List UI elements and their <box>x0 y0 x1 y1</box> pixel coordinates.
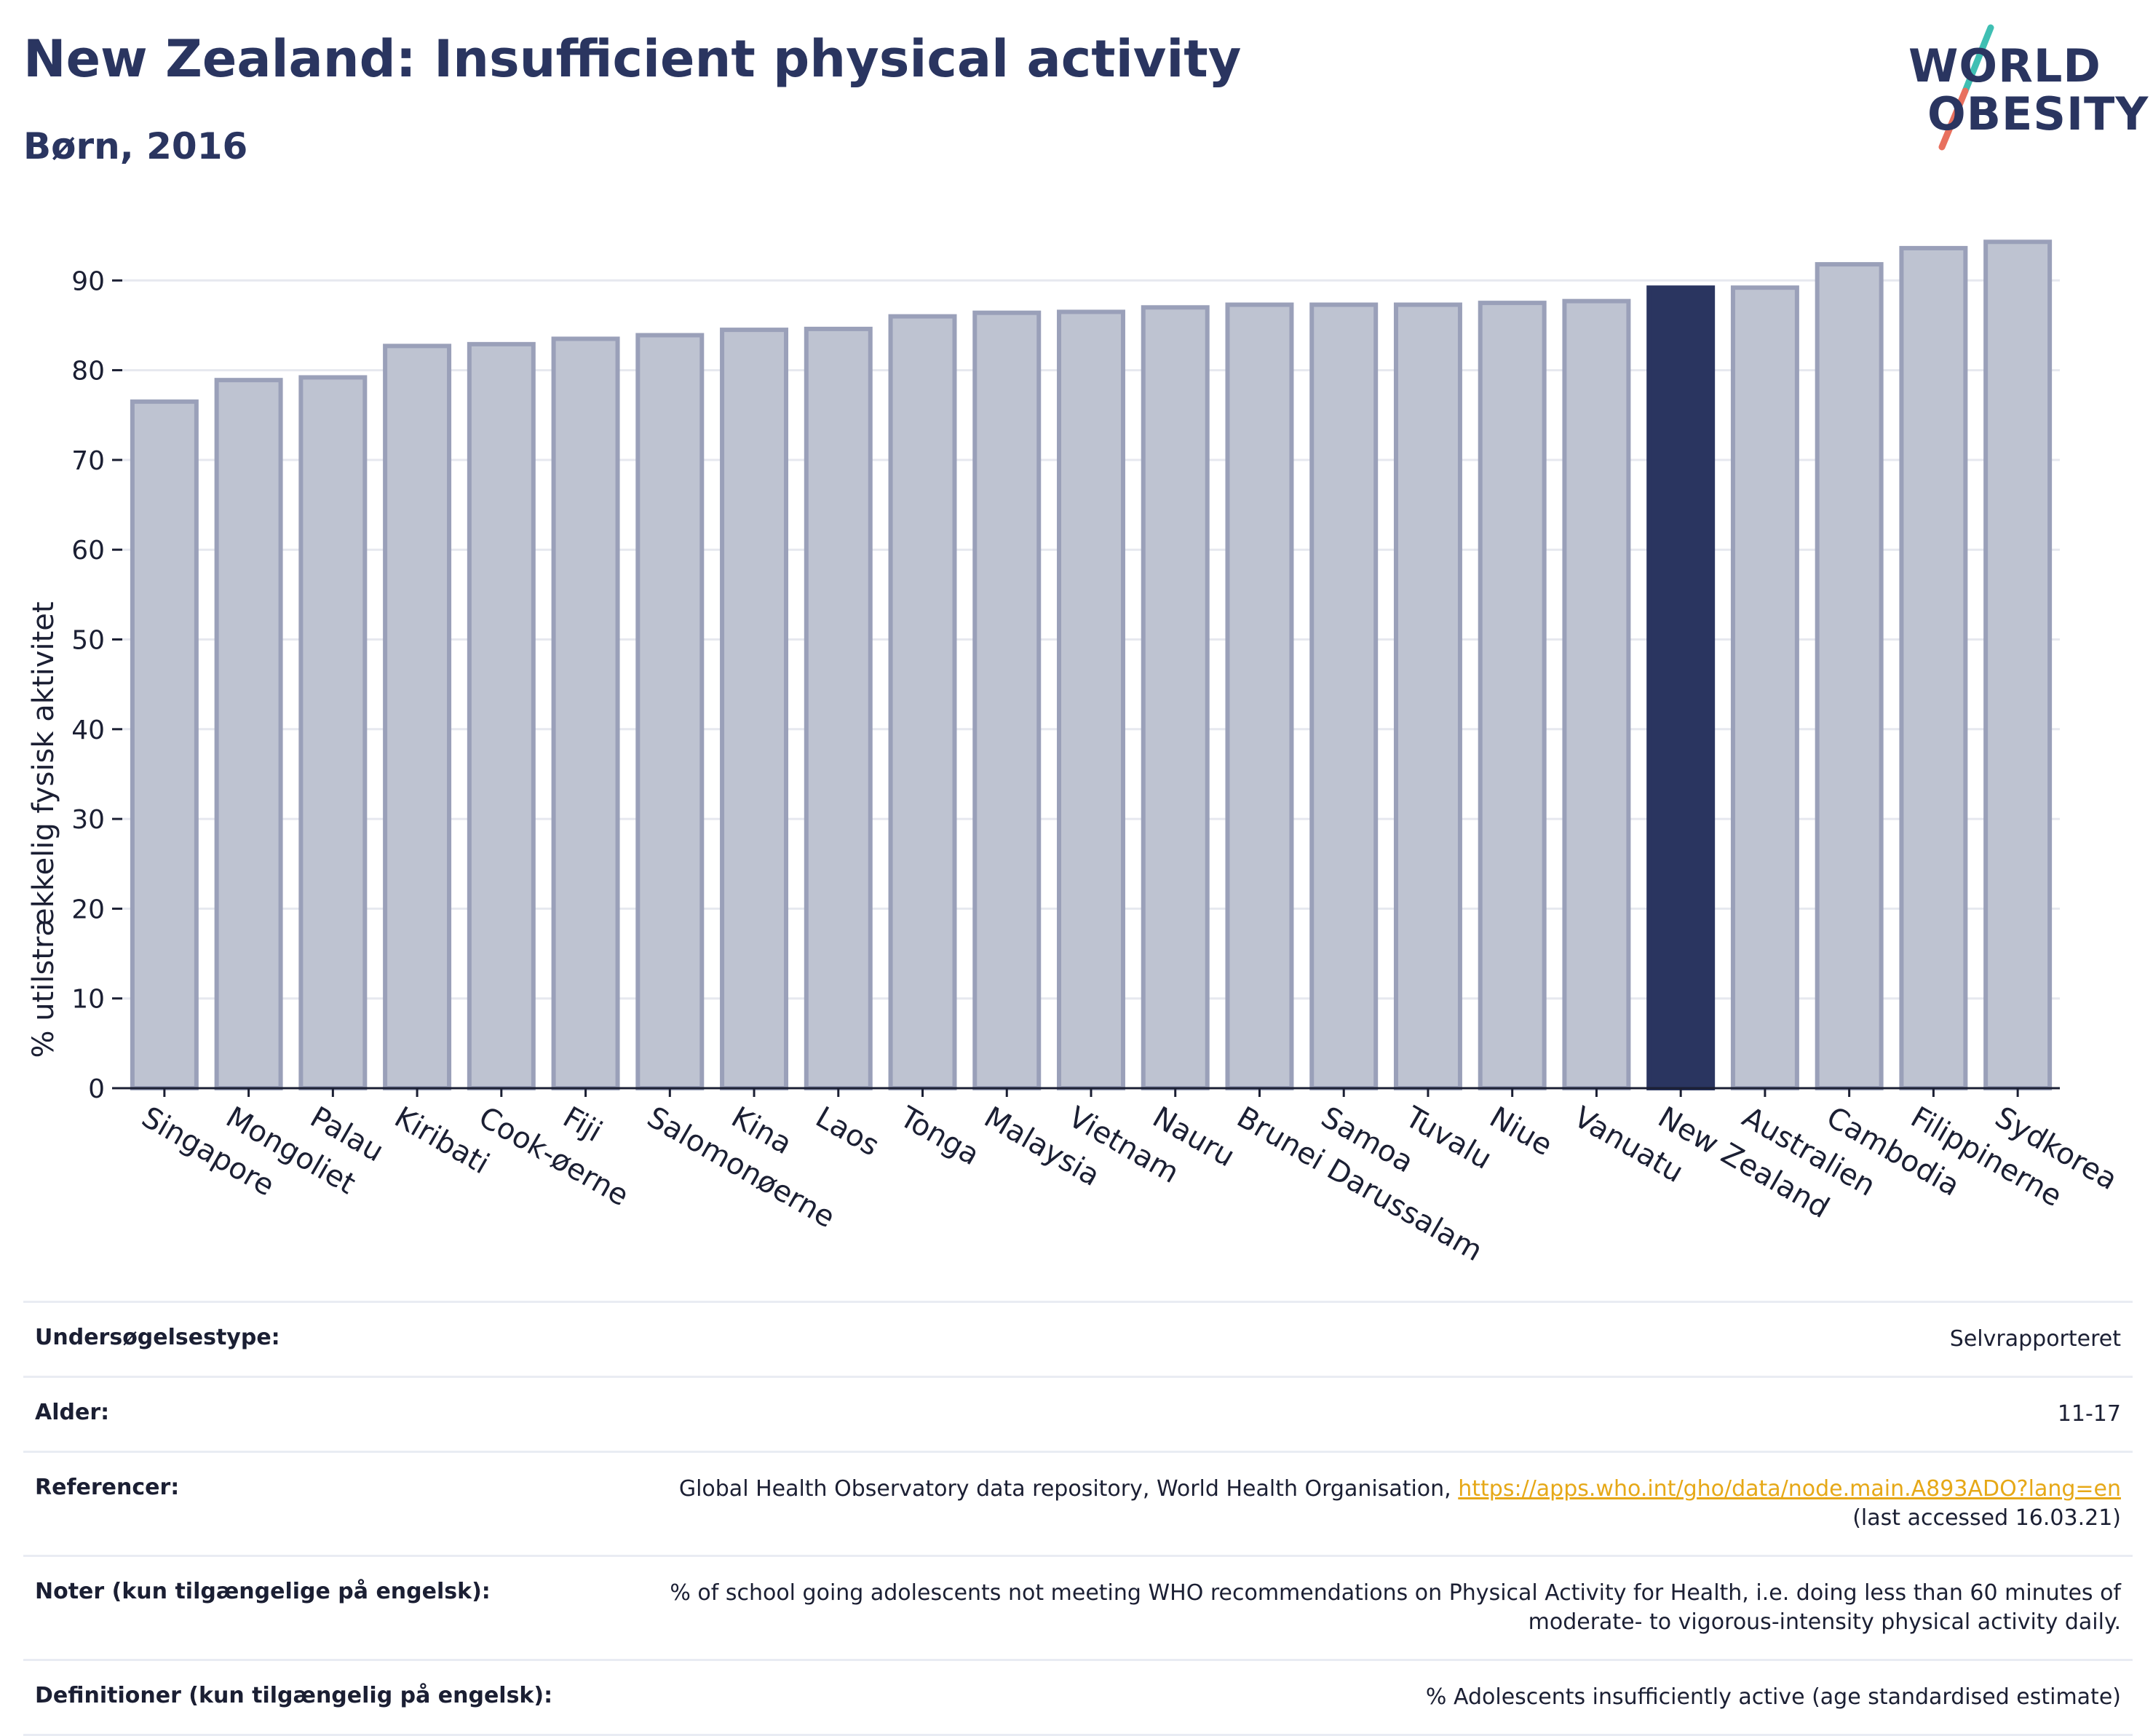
y-tick-label: 40 <box>71 716 105 745</box>
references-accessed: (last accessed 16.03.21) <box>1852 1505 2121 1531</box>
bar-cook-øerne[interactable] <box>467 341 536 1090</box>
y-axis-label: % utilstrækkelig fysisk aktivitet <box>27 601 60 1058</box>
y-tick-label: 10 <box>71 985 105 1015</box>
info-row-definitions: Definitioner (kun tilgængelig på engelsk… <box>23 1659 2133 1736</box>
references-label: Referencer: <box>35 1475 180 1500</box>
info-row-references: Referencer: Global Health Observatory da… <box>23 1451 2133 1555</box>
y-tick-label: 80 <box>71 357 105 387</box>
logo-slash-icon <box>1938 24 1994 151</box>
references-text: Global Health Observatory data repositor… <box>678 1476 1451 1502</box>
bar-filippinerne[interactable] <box>1899 245 1968 1091</box>
bar-nauru[interactable] <box>1141 305 1210 1090</box>
info-row-notes: Noter (kun tilgængelige på engelsk): % o… <box>23 1555 2133 1659</box>
y-tick-label: 0 <box>88 1074 105 1104</box>
bar-vietnam[interactable] <box>1057 309 1125 1091</box>
bar-malaysia[interactable] <box>972 310 1042 1091</box>
references-link[interactable]: https://apps.who.int/gho/data/node.main.… <box>1458 1476 2121 1502</box>
notes-label: Noter (kun tilgængelige på engelsk): <box>35 1579 491 1604</box>
info-row-age: Alder: 11-17 <box>23 1376 2133 1451</box>
survey-type-label: Undersøgelsestype: <box>35 1325 280 1350</box>
bar-cambodia[interactable] <box>1815 262 1884 1091</box>
y-tick-label: 50 <box>71 626 105 656</box>
bar-fiji[interactable] <box>551 336 620 1091</box>
x-tick-label: Fiji <box>558 1101 608 1149</box>
bar-kina[interactable] <box>720 328 789 1091</box>
bar-tonga[interactable] <box>888 314 957 1090</box>
survey-type-value: Selvrapporteret <box>1949 1326 2121 1352</box>
bar-salomonøerne[interactable] <box>635 333 705 1091</box>
bar-niue[interactable] <box>1478 301 1547 1090</box>
info-row-survey: Undersøgelsestype: Selvrapporteret <box>23 1301 2133 1376</box>
logo-text-obesity: OBESITY <box>1927 87 2149 140</box>
definitions-value: % Adolescents insufficiently active (age… <box>1425 1684 2121 1710</box>
x-tick-label: Tuvalu <box>1399 1100 1497 1176</box>
world-obesity-logo: WORLD OBESITY <box>1900 22 2148 153</box>
y-axis-ticks: 0 10 20 30 40 50 60 70 80 90 <box>71 266 122 1104</box>
x-tick-label: Cook-øerne <box>473 1101 635 1213</box>
y-tick-label: 60 <box>71 536 105 566</box>
y-tick-label: 90 <box>71 266 105 296</box>
bar-chart: 0 10 20 30 40 50 60 70 80 90 SingaporeMongolietPa… <box>71 239 2123 1268</box>
references-value: Global Health Observatory data repositor… <box>679 1475 2121 1533</box>
bar-new-zealand[interactable] <box>1646 285 1716 1091</box>
info-table: Undersøgelsestype: Selvrapporteret Alder… <box>23 1301 2133 1736</box>
bar-mongoliet[interactable] <box>214 378 283 1090</box>
y-tick-label: 20 <box>71 895 105 924</box>
bar-sydkorea[interactable] <box>1983 239 2053 1090</box>
x-tick-label: Tonga <box>894 1100 986 1172</box>
logo-text-world: WORLD <box>1908 39 2101 92</box>
age-label: Alder: <box>35 1400 110 1425</box>
x-tick-label: Niue <box>1484 1101 1558 1162</box>
bar-kiribati[interactable] <box>383 344 452 1090</box>
bars <box>130 239 2053 1091</box>
age-value: 11-17 <box>2057 1401 2121 1427</box>
x-tick-label: Laos <box>810 1101 885 1163</box>
bar-vanuatu[interactable] <box>1562 298 1631 1090</box>
x-tick-label: Kiribati <box>389 1101 495 1181</box>
chart-subtitle: Børn, 2016 <box>23 125 248 167</box>
chart-title: New Zealand: Insufficient physical activ… <box>23 29 1242 89</box>
bar-australien[interactable] <box>1730 285 1799 1091</box>
notes-value: % of school going adolescents not meetin… <box>670 1580 2121 1635</box>
bar-samoa[interactable] <box>1309 302 1379 1091</box>
y-tick-label: 70 <box>71 446 105 476</box>
y-tick-label: 30 <box>71 805 105 835</box>
bar-palau[interactable] <box>298 375 368 1090</box>
definitions-label: Definitioner (kun tilgængelig på engelsk… <box>35 1683 553 1708</box>
bar-tuvalu[interactable] <box>1393 302 1462 1091</box>
bar-singapore[interactable] <box>130 399 199 1090</box>
bar-laos[interactable] <box>804 326 873 1091</box>
bar-brunei-darussalam[interactable] <box>1225 302 1294 1091</box>
